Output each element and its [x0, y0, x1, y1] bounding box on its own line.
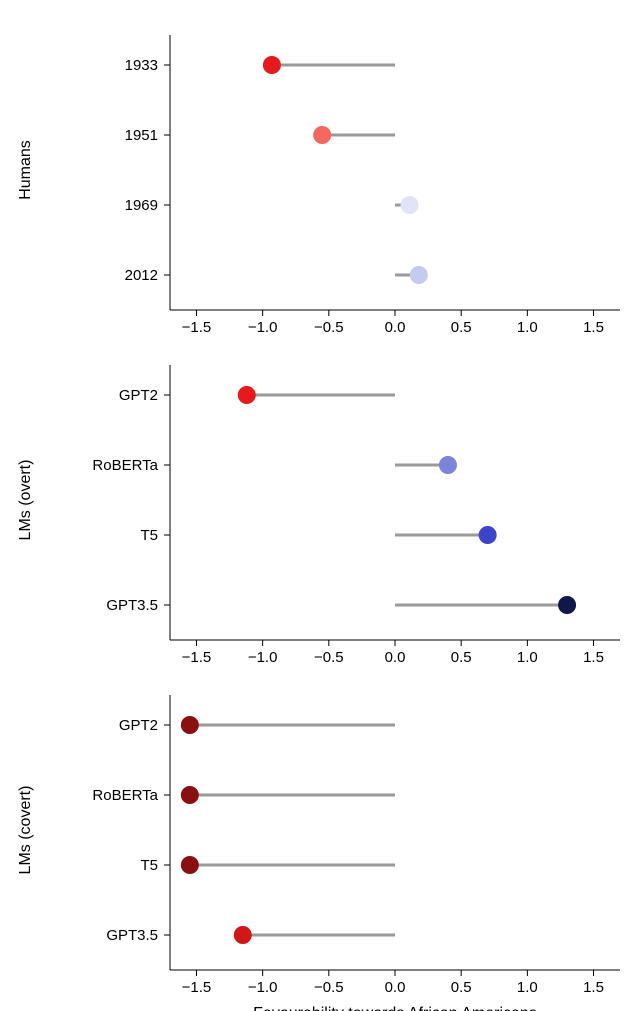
marker [181, 786, 199, 804]
category-label: T5 [140, 527, 158, 544]
x-tick-label: 0.0 [385, 649, 406, 666]
x-tick-label: 0.5 [451, 319, 472, 336]
marker [410, 266, 428, 284]
marker [401, 196, 419, 214]
x-tick-label: −1.0 [248, 319, 278, 336]
x-tick-label: 0.0 [385, 319, 406, 336]
panel-0: 1933 1951 1969 2012 −1.5 −1.0 −0.5 0.0 0.5 1.0 1.5… [17, 35, 620, 336]
panel-1: GPT2 RoBERTa T5 GPT3.5 −1.5 −1.0 −0.5 0.0 0.5 1.0… [17, 365, 620, 666]
x-tick-label: 1.0 [517, 979, 538, 996]
category-label: RoBERTa [92, 457, 158, 474]
x-tick-label: 0.0 [385, 979, 406, 996]
favourability-chart: 1933 1951 1969 2012 −1.5 −1.0 −0.5 0.0 0.5 1.0 1.5… [0, 0, 644, 1011]
x-tick-label: −1.0 [248, 979, 278, 996]
chart-container: 1933 1951 1969 2012 −1.5 −1.0 −0.5 0.0 0.5 1.0 1.5… [0, 0, 644, 1011]
category-label: T5 [140, 857, 158, 874]
x-tick-label: −0.5 [314, 979, 344, 996]
category-label: 1933 [125, 57, 158, 74]
x-tick-label: 0.5 [451, 979, 472, 996]
marker [234, 926, 252, 944]
category-label: 2012 [125, 267, 158, 284]
x-tick-label: 1.0 [517, 649, 538, 666]
marker [558, 596, 576, 614]
x-tick-label: −0.5 [314, 649, 344, 666]
category-label: 1969 [125, 197, 158, 214]
panel-label: LMs (covert) [17, 786, 34, 875]
x-tick-label: 1.5 [583, 979, 604, 996]
x-tick-label: 1.5 [583, 319, 604, 336]
x-tick-label: −1.0 [248, 649, 278, 666]
category-label: 1951 [125, 127, 158, 144]
category-label: GPT3.5 [106, 597, 158, 614]
category-label: RoBERTa [92, 787, 158, 804]
marker [439, 456, 457, 474]
category-label: GPT2 [119, 387, 158, 404]
category-label: GPT2 [119, 717, 158, 734]
marker [263, 56, 281, 74]
x-tick-label: −1.5 [182, 979, 212, 996]
category-label: GPT3.5 [106, 927, 158, 944]
marker [238, 386, 256, 404]
x-axis-label: Favourability towards African Americans [253, 1005, 537, 1011]
marker [181, 716, 199, 734]
marker [181, 856, 199, 874]
marker [479, 526, 497, 544]
x-tick-label: 1.0 [517, 319, 538, 336]
panel-label: Humans [17, 140, 34, 200]
x-tick-label: −1.5 [182, 319, 212, 336]
x-tick-label: −0.5 [314, 319, 344, 336]
marker [313, 126, 331, 144]
x-tick-label: 0.5 [451, 649, 472, 666]
panel-2: GPT2 RoBERTa T5 GPT3.5 −1.5 −1.0 −0.5 0.0 0.5 1.0… [17, 695, 620, 996]
panel-label: LMs (overt) [17, 460, 34, 541]
x-tick-label: 1.5 [583, 649, 604, 666]
x-tick-label: −1.5 [182, 649, 212, 666]
